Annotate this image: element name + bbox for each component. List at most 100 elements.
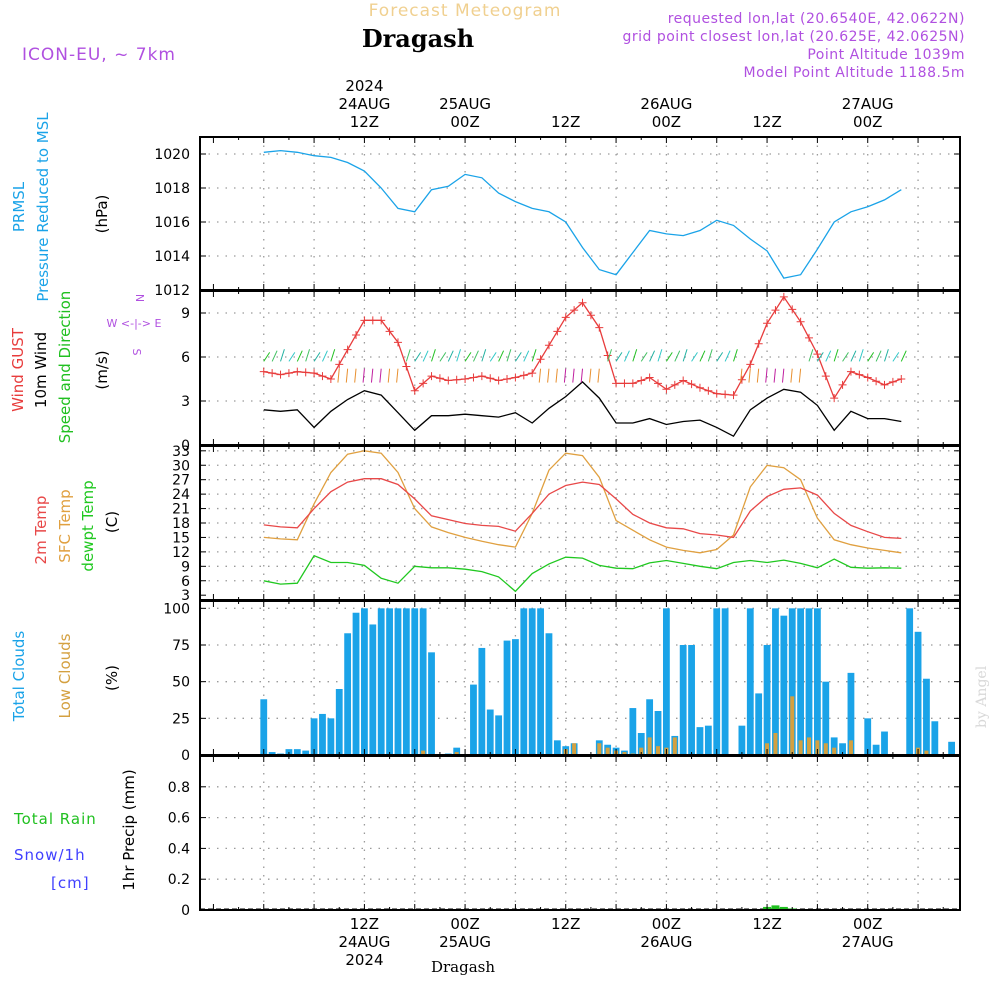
wind-direction-arrow — [733, 349, 738, 362]
wind-direction-arrow — [884, 349, 889, 362]
temperature-ytick-label: 3 — [181, 588, 190, 604]
low-cloud-bar — [421, 750, 426, 755]
pressure-ytick-label: 1014 — [154, 249, 190, 265]
temperature-ytick-label: 21 — [172, 502, 190, 518]
temperature-ytick-label: 18 — [172, 516, 190, 532]
total-cloud-bar — [386, 608, 393, 755]
total-cloud-bar — [923, 678, 930, 755]
wind-ytick-label: 0 — [181, 438, 190, 454]
bottom-time-label: 24AUG — [338, 933, 390, 951]
gust-marker — [469, 373, 478, 382]
point-altitude: Point Altitude 1039m — [807, 47, 965, 63]
wind-direction-arrow — [263, 352, 271, 362]
gust-marker — [846, 367, 855, 376]
gust-marker — [419, 379, 428, 388]
wind-direction-arrow — [481, 349, 487, 362]
total-cloud-bar — [344, 633, 352, 755]
bottom-time-label: 2024 — [345, 951, 383, 969]
wind-direction-arrow — [589, 368, 592, 383]
wind-direction-arrow — [790, 368, 793, 383]
wind-direction-arrow — [748, 368, 751, 383]
wind-direction-arrow — [707, 349, 713, 362]
total-cloud-bar — [663, 608, 670, 755]
wind-direction-arrow — [858, 349, 864, 362]
wind-direction-arrow — [288, 352, 296, 362]
gust-marker — [544, 341, 553, 350]
wind-direction-arrow — [431, 349, 436, 362]
direction-label: Speed and Direction — [56, 291, 74, 444]
pressure-ytick-label: 1016 — [154, 215, 190, 231]
gust-marker — [553, 327, 562, 336]
top-time-label: 26AUG — [640, 95, 692, 113]
wind-direction-arrow — [447, 350, 454, 362]
total-cloud-bar — [302, 750, 310, 755]
temperature-ytick-label: 15 — [172, 530, 190, 546]
clouds-ytick-label: 50 — [172, 675, 190, 691]
gust-marker — [645, 373, 654, 382]
wind-direction-arrow — [640, 352, 648, 362]
bottom-time-label: 00Z — [652, 915, 681, 933]
low-cloud-bar — [672, 737, 677, 755]
top-time-label: 24AUG — [338, 95, 390, 113]
wind-direction-arrow — [354, 368, 357, 383]
wind-direction-arrow — [396, 368, 399, 383]
bottom-time-label: 12Z — [551, 915, 580, 933]
precip-panel-frame — [199, 755, 961, 911]
total-cloud-bar — [495, 715, 503, 755]
total-cloud-bar — [419, 608, 427, 755]
wind-direction-arrow — [607, 349, 613, 362]
gust-marker — [880, 380, 889, 389]
wind-direction-arrow — [387, 368, 391, 383]
gust-marker — [259, 367, 268, 376]
total-cloud-bar — [394, 608, 402, 755]
precip-ytick-label: 0.2 — [168, 872, 190, 888]
axes-layer — [199, 136, 961, 911]
total-cloud-bar — [839, 743, 846, 755]
gust-marker — [402, 362, 411, 371]
wind-unit: (m/s) — [93, 350, 111, 389]
total-cloud-bar — [453, 747, 461, 755]
pressure-unit: (hPa) — [93, 195, 111, 234]
gust-marker — [284, 369, 293, 378]
total-cloud-bar — [486, 709, 494, 755]
gust-marker — [461, 375, 470, 383]
gust-marker — [377, 316, 386, 325]
gust-marker — [595, 323, 604, 332]
total-cloud-bar — [470, 684, 477, 755]
low-cloud-bar — [924, 750, 929, 755]
wind-direction-arrow — [405, 349, 411, 362]
total-cloud-bar — [352, 612, 360, 755]
gust-marker — [452, 375, 461, 384]
gust-marker — [679, 376, 688, 385]
gust-marker — [796, 317, 805, 326]
low-cloud-bar — [848, 740, 853, 755]
wind-direction-arrow — [422, 350, 429, 362]
precip-ytick-label: 0.8 — [168, 780, 190, 796]
low-cloud-bar — [832, 747, 837, 755]
top-time-label: 12Z — [551, 113, 580, 131]
wind-direction-arrow — [531, 349, 537, 362]
requested-coords: requested lon,lat (20.6540E, 42.0622N) — [668, 11, 965, 27]
low-cloud-bar — [790, 696, 795, 755]
gust-label: Wind GUST — [9, 327, 27, 412]
gust-marker — [746, 360, 755, 369]
low-cloud-bar — [454, 752, 459, 755]
gust-marker — [503, 375, 512, 383]
wind-direction-arrow — [649, 350, 656, 362]
total-cloud-bar — [772, 608, 779, 755]
wind-direction-arrow — [867, 352, 875, 362]
total-cloud-bar — [545, 633, 553, 755]
gust-marker — [603, 351, 612, 360]
gust-marker — [771, 306, 780, 315]
gust-marker — [410, 386, 419, 395]
bottom-time-label: 00Z — [853, 915, 882, 933]
total-cloud-bar — [881, 731, 888, 755]
gust-marker — [318, 372, 327, 381]
clouds-ytick-label: 100 — [163, 601, 190, 617]
gust-marker — [477, 372, 486, 381]
total-cloud-bar — [361, 608, 368, 755]
gust-marker — [855, 370, 864, 379]
total-cloud-bar — [864, 718, 872, 755]
gust-marker — [821, 372, 830, 381]
total-cloud-bar — [738, 725, 746, 755]
